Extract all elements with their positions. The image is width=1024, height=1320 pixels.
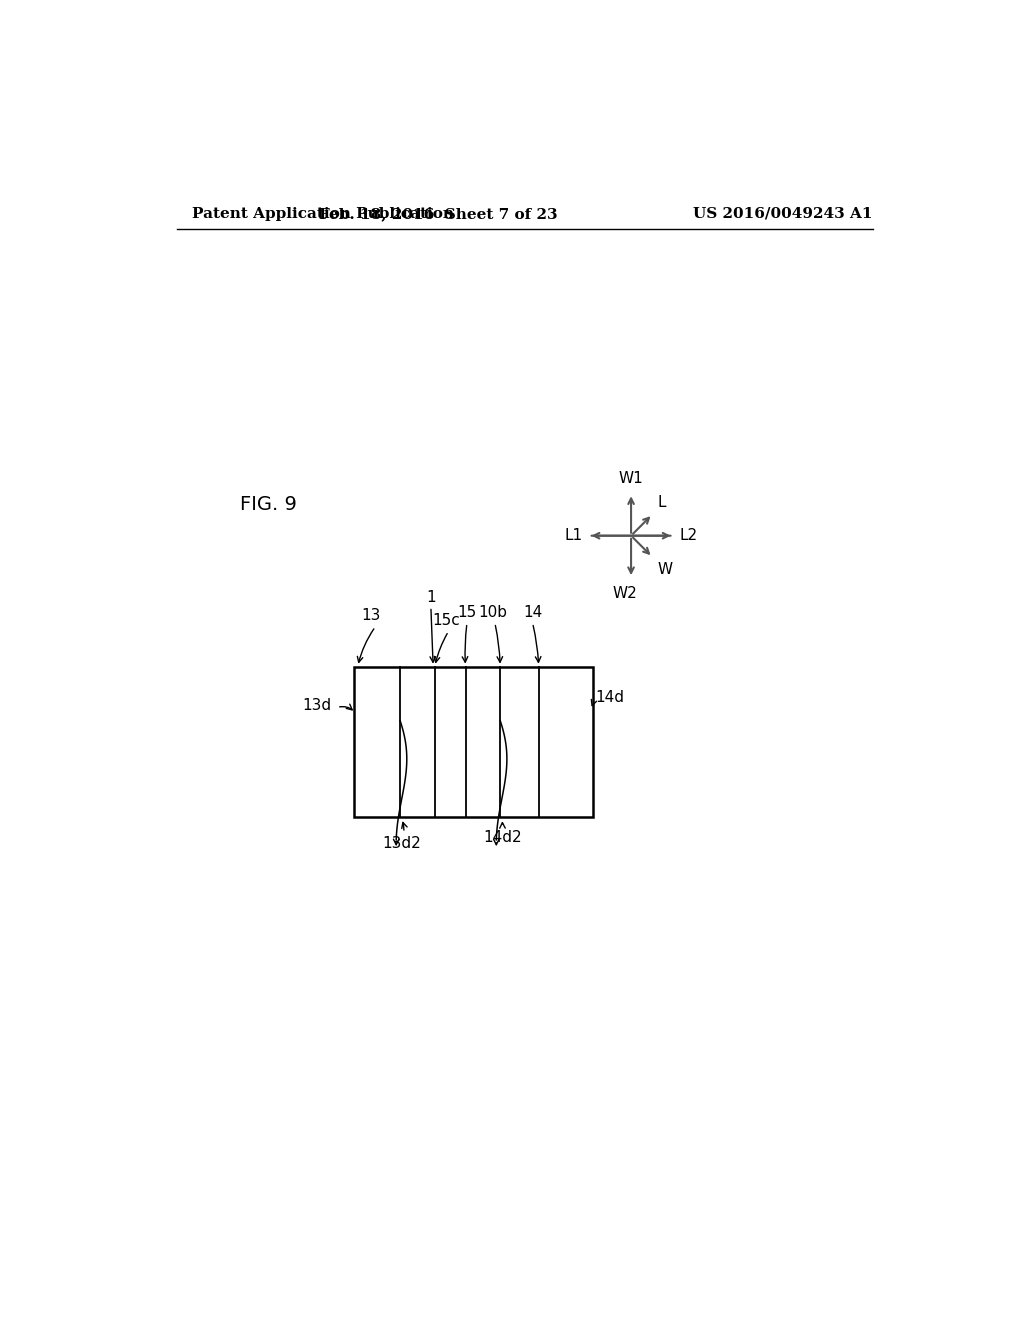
Text: 14: 14 [523, 605, 542, 620]
Text: 13d2: 13d2 [382, 836, 421, 851]
Text: L2: L2 [680, 528, 697, 544]
Text: Feb. 18, 2016  Sheet 7 of 23: Feb. 18, 2016 Sheet 7 of 23 [319, 207, 558, 220]
Bar [354, 667, 593, 817]
Text: L: L [657, 495, 666, 510]
Text: FIG. 9: FIG. 9 [240, 495, 297, 515]
Text: W1: W1 [618, 471, 643, 486]
Text: 15c: 15c [432, 612, 460, 628]
Text: Patent Application Publication: Patent Application Publication [193, 207, 455, 220]
Text: 1: 1 [426, 590, 435, 605]
Text: US 2016/0049243 A1: US 2016/0049243 A1 [692, 207, 872, 220]
Text: 14d: 14d [595, 690, 624, 705]
Text: W2: W2 [612, 586, 637, 601]
Text: 13: 13 [361, 609, 381, 623]
Text: 13d: 13d [302, 697, 332, 713]
Text: L1: L1 [564, 528, 583, 544]
Text: 15: 15 [458, 605, 477, 620]
Text: W: W [657, 562, 673, 577]
Text: 14d2: 14d2 [483, 830, 522, 845]
Text: 10b: 10b [478, 605, 507, 620]
